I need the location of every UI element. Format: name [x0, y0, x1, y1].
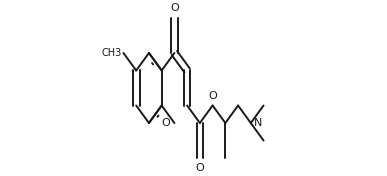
Text: O: O [208, 90, 217, 100]
Text: O: O [195, 163, 204, 173]
Text: N: N [254, 118, 262, 128]
Text: O: O [161, 118, 170, 128]
Text: O: O [170, 3, 179, 13]
Text: CH3: CH3 [101, 48, 122, 58]
